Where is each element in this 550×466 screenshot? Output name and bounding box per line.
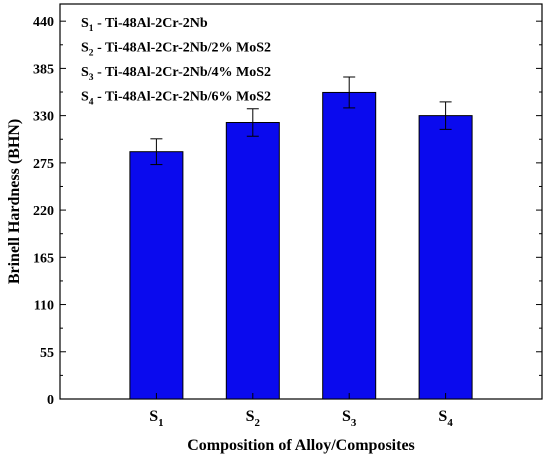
y-tick-label: 440 bbox=[33, 15, 54, 30]
y-tick-label: 0 bbox=[47, 393, 54, 408]
bars-layer: S1 S2 S3 S4 bbox=[129, 76, 473, 429]
y-tick-label: 275 bbox=[33, 157, 54, 172]
x-tick-label: S3 bbox=[342, 408, 357, 429]
x-tick-label: S1 bbox=[149, 408, 163, 429]
legend-entry: S4 - Ti-48Al-2Cr-2Nb/6% MoS2 bbox=[81, 90, 271, 108]
legend-entry: S1 - Ti-48Al-2Cr-2Nb bbox=[81, 16, 208, 34]
x-tick-label: S4 bbox=[438, 408, 453, 429]
y-tick-label: 165 bbox=[33, 251, 54, 266]
bar bbox=[322, 91, 377, 400]
y-tick-label: 110 bbox=[34, 299, 54, 314]
bar bbox=[418, 115, 473, 400]
y-axis-label: Brinell Hardness (BHN) bbox=[6, 119, 23, 284]
bar bbox=[129, 151, 184, 400]
ticks-layer: 0 55 110 165 220 275 330 385 440 bbox=[33, 15, 542, 408]
y-tick-label: 385 bbox=[33, 62, 54, 77]
plot-frame bbox=[59, 3, 543, 400]
y-tick-label: 330 bbox=[33, 110, 54, 125]
x-axis-label: Composition of Alloy/Composites bbox=[187, 437, 415, 454]
x-tick-label: S2 bbox=[246, 408, 260, 429]
y-tick-label: 220 bbox=[33, 204, 54, 219]
legend: S1 - Ti-48Al-2Cr-2Nb S2 - Ti-48Al-2Cr-2Nb… bbox=[81, 16, 271, 108]
y-tick-label: 55 bbox=[40, 346, 54, 361]
bar bbox=[225, 122, 280, 400]
legend-entry: S3 - Ti-48Al-2Cr-2Nb/4% MoS2 bbox=[81, 65, 271, 83]
legend-entry: S2 - Ti-48Al-2Cr-2Nb/2% MoS2 bbox=[81, 41, 271, 59]
